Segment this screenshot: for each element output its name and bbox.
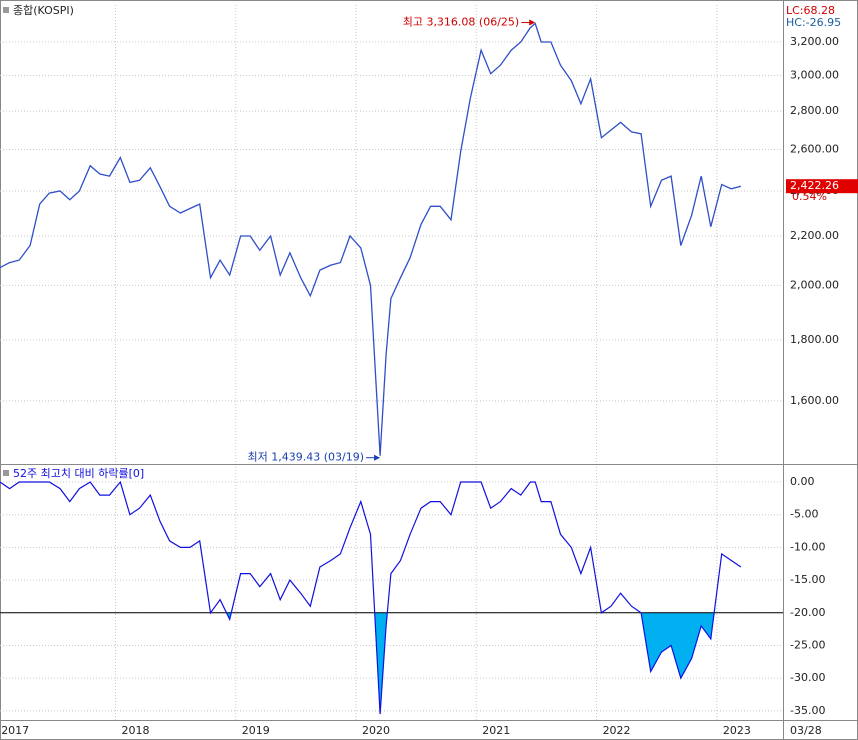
low-arrowhead bbox=[374, 454, 381, 461]
y-tick-label: -25.00 bbox=[790, 638, 825, 651]
y-tick-label: -10.00 bbox=[790, 540, 825, 553]
x-tick-label: 2021 bbox=[482, 724, 510, 737]
date-label: 03/28 bbox=[790, 724, 822, 737]
y-tick-label: 1,800.00 bbox=[790, 333, 839, 346]
hc-label: HC:-26.95 bbox=[786, 16, 841, 29]
y-tick-label: 2,800.00 bbox=[790, 104, 839, 117]
drawdown-fill bbox=[0, 612, 741, 715]
change-label: 0.54% bbox=[792, 190, 827, 203]
last-value-label: 2,422.26 bbox=[790, 179, 839, 192]
y-tick-label: 3,000.00 bbox=[790, 68, 839, 81]
x-tick-label: 2022 bbox=[603, 724, 631, 737]
panel-icon bbox=[3, 7, 9, 13]
y-tick-label: -20.00 bbox=[790, 606, 825, 619]
x-tick-label: 2023 bbox=[723, 724, 751, 737]
y-tick-label: 2,200.00 bbox=[790, 229, 839, 242]
low-annotation: 최저 1,439.43 (03/19) bbox=[248, 451, 365, 464]
y-tick-label: 0.00 bbox=[790, 475, 815, 488]
price-line bbox=[0, 22, 742, 456]
x-tick-label: 2017 bbox=[1, 724, 29, 737]
y-tick-label: -15.00 bbox=[790, 573, 825, 586]
high-annotation: 최고 3,316.08 (06/25) bbox=[403, 16, 520, 29]
y-tick-label: 2,000.00 bbox=[790, 278, 839, 291]
panel-title: 종합(KOSPI) bbox=[13, 4, 74, 17]
y-tick-label: 3,200.00 bbox=[790, 35, 839, 48]
y-tick-label: -30.00 bbox=[790, 671, 825, 684]
drawdown-line bbox=[0, 480, 742, 715]
panel-title: 52주 최고치 대비 하락률[0] bbox=[13, 466, 144, 480]
last-value-tag bbox=[786, 179, 858, 194]
panel-icon bbox=[3, 470, 9, 476]
y-tick-label: -35.00 bbox=[790, 704, 825, 717]
high-arrowhead bbox=[529, 19, 536, 26]
x-tick-label: 2019 bbox=[242, 724, 270, 737]
y-tick-label: 1,600.00 bbox=[790, 394, 839, 407]
y-tick-label: 2,600.00 bbox=[790, 143, 839, 156]
x-tick-label: 2018 bbox=[121, 724, 149, 737]
x-tick-label: 2020 bbox=[362, 724, 390, 737]
y-tick-label: -5.00 bbox=[790, 508, 818, 521]
lc-label: LC:68.28 bbox=[786, 4, 835, 17]
